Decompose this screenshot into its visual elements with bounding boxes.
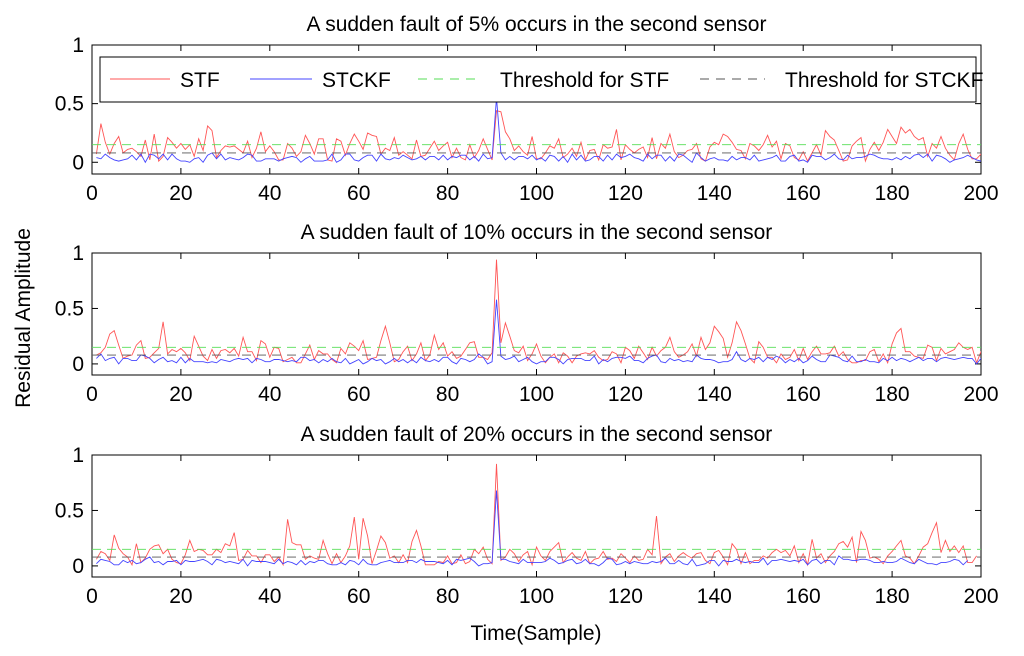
- x-tick-label: 120: [608, 383, 643, 406]
- x-tick-label: 200: [963, 585, 998, 608]
- legend-item-stf: STF: [110, 69, 220, 92]
- stckf-series-line: [96, 299, 981, 365]
- legend-label: Threshold for STCKF: [785, 69, 983, 92]
- x-tick-label: 120: [608, 182, 643, 205]
- x-tick-label: 140: [697, 383, 732, 406]
- x-tick-label: 0: [86, 585, 98, 608]
- legend-box: [99, 56, 977, 103]
- chart-title: A sudden fault of 20% occurs in the seco…: [301, 423, 773, 446]
- x-tick-label: 140: [697, 585, 732, 608]
- x-tick-label: 160: [786, 182, 821, 205]
- y-tick-label: 0: [72, 353, 84, 376]
- x-tick-label: 140: [697, 182, 732, 205]
- chart-title: A sudden fault of 10% occurs in the seco…: [301, 221, 773, 244]
- x-tick-label: 180: [875, 383, 910, 406]
- plot-frame: [91, 454, 982, 578]
- stckf-series-line: [96, 97, 981, 164]
- plot-area: [92, 463, 981, 567]
- x-tick-label: 180: [875, 585, 910, 608]
- y-tick-label: 1: [72, 242, 84, 265]
- stckf-series-line: [96, 490, 969, 567]
- x-tick-label: 160: [786, 585, 821, 608]
- x-tick-label: 100: [519, 182, 554, 205]
- x-tick-label: 0: [86, 182, 98, 205]
- x-tick-label: 60: [347, 585, 370, 608]
- legend-label: STF: [180, 69, 220, 92]
- stf-series-line: [95, 110, 981, 163]
- x-tick-label: 0: [86, 383, 98, 406]
- x-tick-label: 100: [519, 585, 554, 608]
- plot-area: [92, 259, 981, 365]
- y-tick-label: 0.5: [55, 297, 84, 320]
- x-tick-label: 40: [258, 585, 281, 608]
- stf-series-line: [96, 259, 981, 365]
- chart-title: A sudden fault of 5% occurs in the secon…: [307, 13, 767, 36]
- x-tick-label: 80: [436, 182, 459, 205]
- x-tick-label: 40: [258, 182, 281, 205]
- x-tick-label: 60: [347, 383, 370, 406]
- x-tick-label: 20: [169, 182, 192, 205]
- legend: STF STCKF Threshold for STF Threshold for S…: [99, 56, 983, 103]
- y-axis-label: Residual Amplitude: [12, 228, 35, 408]
- x-tick-label: 20: [169, 383, 192, 406]
- plot-frame: [91, 252, 982, 376]
- x-tick-label: 80: [436, 383, 459, 406]
- x-axis-label: Time(Sample): [470, 622, 601, 645]
- chart-panel-2: A sudden fault of 10% occurs in the seco…: [55, 221, 999, 406]
- y-tick-label: 1: [72, 444, 84, 467]
- legend-item-threshold-for-stf: Threshold for STF: [418, 69, 669, 92]
- chart-panel-3: A sudden fault of 20% occurs in the seco…: [55, 423, 999, 608]
- x-tick-label: 100: [519, 383, 554, 406]
- x-tick-label: 180: [875, 182, 910, 205]
- x-tick-label: 40: [258, 383, 281, 406]
- y-tick-label: 0: [72, 151, 84, 174]
- legend-label: STCKF: [322, 69, 391, 92]
- legend-label: Threshold for STF: [500, 69, 669, 92]
- y-tick-label: 1: [72, 34, 84, 57]
- x-tick-label: 160: [786, 383, 821, 406]
- x-tick-label: 200: [963, 182, 998, 205]
- y-tick-label: 0: [72, 555, 84, 578]
- chart-panel-1: A sudden fault of 5% occurs in the secon…: [55, 13, 999, 205]
- x-tick-label: 60: [347, 182, 370, 205]
- legend-item-stckf: STCKF: [250, 69, 391, 92]
- y-tick-label: 0.5: [55, 93, 84, 116]
- x-tick-label: 120: [608, 585, 643, 608]
- plot-area: [92, 97, 981, 164]
- legend-item-threshold-for-stckf: Threshold for STCKF: [700, 69, 983, 92]
- x-tick-label: 20: [169, 585, 192, 608]
- y-tick-label: 0.5: [55, 499, 84, 522]
- x-tick-label: 80: [436, 585, 459, 608]
- x-tick-label: 200: [963, 383, 998, 406]
